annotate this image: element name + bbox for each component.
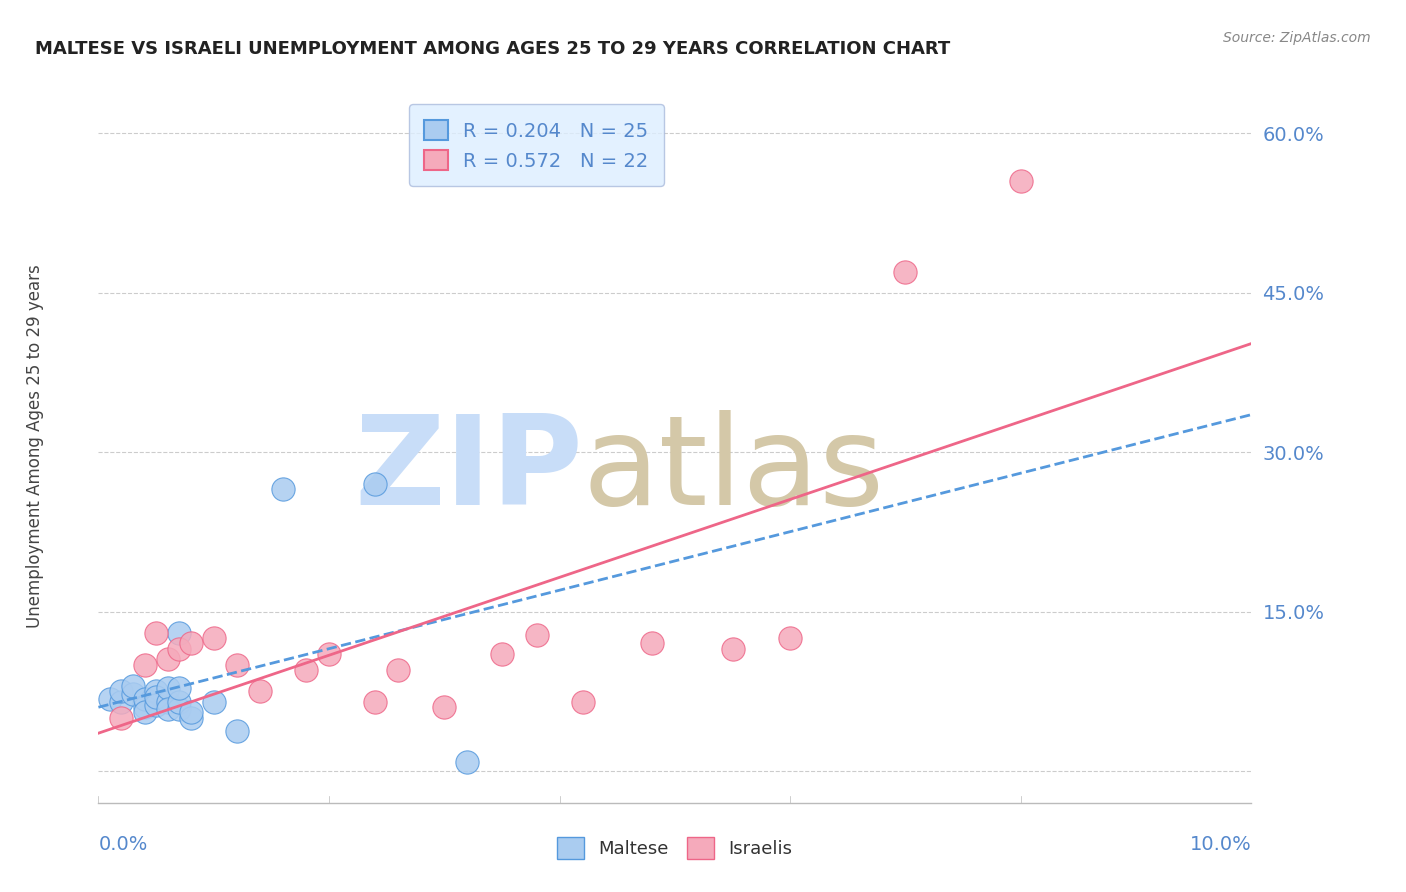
Text: 10.0%: 10.0%	[1189, 835, 1251, 855]
Point	[122, 679, 145, 693]
Point	[202, 631, 225, 645]
Point	[779, 631, 801, 645]
Point	[271, 483, 294, 497]
Point	[156, 695, 179, 709]
Point	[110, 711, 132, 725]
Point	[225, 657, 247, 672]
Point	[156, 702, 179, 716]
Point	[110, 695, 132, 709]
Point	[318, 647, 340, 661]
Point	[225, 723, 247, 738]
Point	[110, 684, 132, 698]
Text: Source: ZipAtlas.com: Source: ZipAtlas.com	[1223, 31, 1371, 45]
Point	[98, 691, 121, 706]
Point	[134, 706, 156, 720]
Point	[145, 625, 167, 640]
Point	[295, 663, 318, 677]
Point	[180, 706, 202, 720]
Text: ZIP: ZIP	[354, 410, 582, 531]
Point	[156, 652, 179, 666]
Legend: Maltese, Israelis: Maltese, Israelis	[550, 830, 800, 866]
Point	[364, 695, 387, 709]
Text: MALTESE VS ISRAELI UNEMPLOYMENT AMONG AGES 25 TO 29 YEARS CORRELATION CHART: MALTESE VS ISRAELI UNEMPLOYMENT AMONG AG…	[35, 40, 950, 58]
Point	[167, 695, 190, 709]
Point	[456, 756, 478, 770]
Point	[156, 681, 179, 695]
Point	[145, 684, 167, 698]
Point	[526, 628, 548, 642]
Point	[249, 684, 271, 698]
Text: atlas: atlas	[582, 410, 884, 531]
Point	[491, 647, 513, 661]
Point	[641, 636, 664, 650]
Point	[134, 700, 156, 714]
Point	[145, 690, 167, 704]
Point	[167, 625, 190, 640]
Point	[134, 691, 156, 706]
Point	[180, 711, 202, 725]
Point	[167, 681, 190, 695]
Point	[364, 477, 387, 491]
Text: 0.0%: 0.0%	[98, 835, 148, 855]
Point	[387, 663, 409, 677]
Text: Unemployment Among Ages 25 to 29 years: Unemployment Among Ages 25 to 29 years	[27, 264, 44, 628]
Point	[134, 657, 156, 672]
Point	[167, 702, 190, 716]
Point	[180, 636, 202, 650]
Point	[202, 695, 225, 709]
Point	[122, 687, 145, 701]
Point	[433, 700, 456, 714]
Point	[571, 695, 593, 709]
Point	[721, 641, 744, 656]
Point	[145, 698, 167, 712]
Point	[894, 264, 917, 278]
Point	[167, 641, 190, 656]
Point	[1010, 174, 1032, 188]
